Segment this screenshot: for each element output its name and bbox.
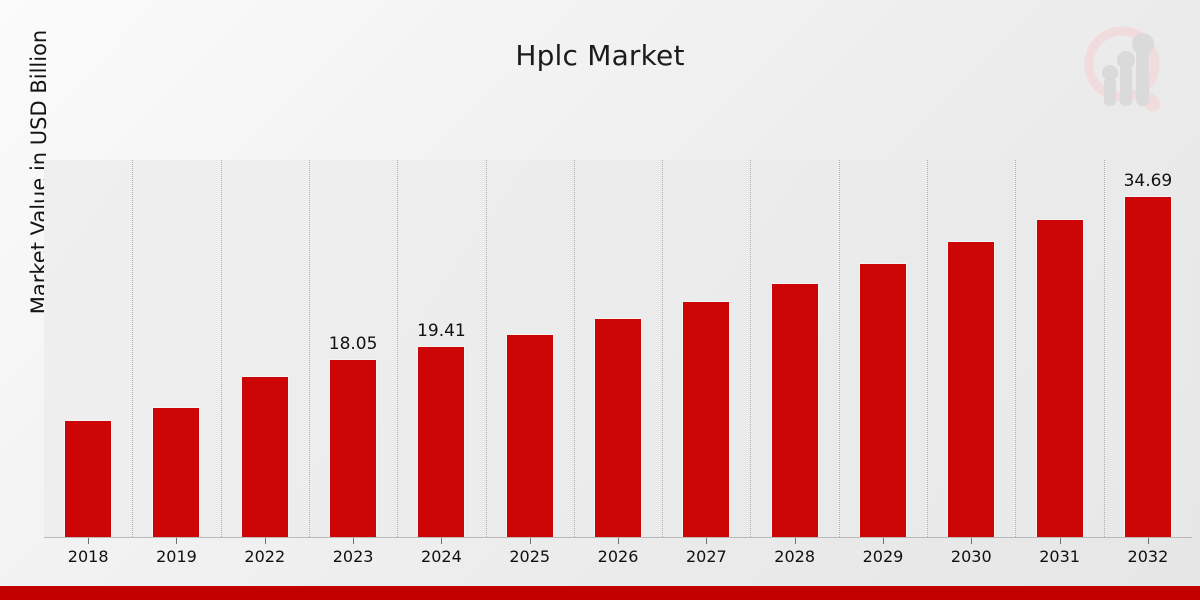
gridline [662,160,664,537]
x-tick-label: 2022 [244,547,286,566]
gridline [927,160,929,537]
gridline [132,160,134,537]
x-tick: 2029 [839,538,927,568]
gridline [308,160,310,537]
bar-series: 18.05 19.41 34.69 [44,160,1192,537]
plot-area: 18.05 19.41 34.69 [44,160,1192,538]
x-tick-label: 2026 [597,547,639,566]
tick-mark [1147,538,1149,544]
x-tick: 2018 [44,538,132,568]
x-tick-label: 2019 [156,547,197,566]
gridline [220,160,222,537]
gridline [397,160,399,537]
x-tick: 2022 [221,538,309,568]
bar[interactable] [770,283,819,537]
gridline [573,160,575,537]
bar-slot [927,160,1015,537]
x-tick: 2032 [1104,538,1192,568]
tick-mark [353,538,355,544]
tick-mark [176,538,178,544]
tick-mark [1059,538,1061,544]
bar-slot [839,160,927,537]
bar-value-label: 19.41 [417,320,466,341]
x-tick-label: 2028 [774,547,816,566]
gridline [750,160,752,537]
x-tick: 2024 [397,538,485,568]
brand-logo [1074,18,1178,122]
bar[interactable] [329,359,378,537]
bar-slot: 18.05 [309,160,397,537]
bar-slot: 19.41 [397,160,485,537]
x-tick: 2019 [132,538,220,568]
bar-slot [44,160,132,537]
x-tick-label: 2024 [421,547,462,566]
x-tick-label: 2023 [332,547,374,566]
x-tick: 2026 [574,538,662,568]
x-tick-label: 2032 [1127,547,1169,566]
bar[interactable] [64,419,113,537]
bar[interactable] [240,375,289,537]
tick-mark [618,538,620,544]
x-tick-label: 2025 [509,547,551,566]
gridline [1015,160,1017,537]
bar[interactable] [947,240,996,537]
growth-bars-icon [1102,33,1154,106]
footer-accent-band [0,586,1200,600]
gridline [1103,160,1105,537]
x-tick-label: 2031 [1039,547,1080,566]
x-tick: 2028 [751,538,839,568]
x-tick-label: 2030 [950,547,992,566]
bar-slot [486,160,574,537]
x-tick: 2025 [486,538,574,568]
bar-slot [662,160,750,537]
bar[interactable] [858,263,907,537]
chart-title: Hplc Market [515,39,685,72]
x-tick: 2030 [927,538,1015,568]
x-tick: 2031 [1015,538,1103,568]
bar[interactable] [152,407,201,537]
bar-slot: 34.69 [1104,160,1192,537]
gridline [838,160,840,537]
bar[interactable] [417,345,466,537]
tick-mark [529,538,531,544]
x-tick-label: 2029 [862,547,904,566]
bar-value-label: 18.05 [328,334,378,355]
tick-mark [882,538,884,544]
bar[interactable] [594,318,643,537]
bar[interactable] [1123,195,1172,537]
tick-mark [441,538,443,544]
bar[interactable] [505,334,554,537]
bar[interactable] [1035,219,1084,537]
x-tick-label: 2018 [67,547,109,566]
bar[interactable] [682,300,731,537]
tick-mark [88,538,90,544]
tick-mark [706,538,708,544]
bar-slot [751,160,839,537]
tick-mark [264,538,266,544]
bar-slot [1015,160,1103,537]
x-tick-label: 2027 [685,547,727,566]
x-tick: 2023 [309,538,397,568]
bar-slot [221,160,309,537]
tick-mark [794,538,796,544]
bar-slot [132,160,220,537]
x-axis: 2018 2019 2022 2023 2024 2025 2026 2027 2028 2029… [44,538,1192,568]
gridline [485,160,487,537]
x-tick: 2027 [662,538,750,568]
bar-slot [574,160,662,537]
tick-mark [971,538,973,544]
bar-value-label: 34.69 [1123,170,1173,191]
